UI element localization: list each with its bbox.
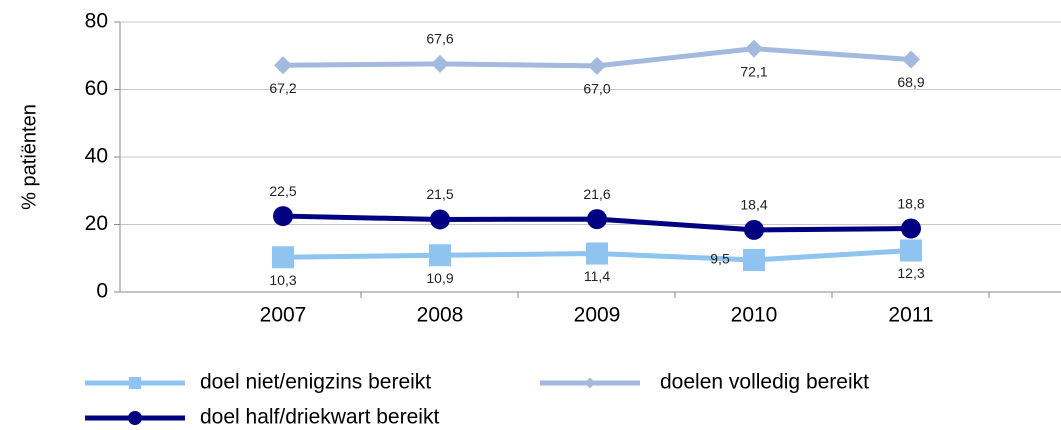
data-label: 10,9 bbox=[426, 270, 453, 286]
legend-marker bbox=[129, 377, 141, 389]
legend-marker bbox=[584, 377, 596, 389]
point bbox=[901, 218, 921, 239]
point bbox=[743, 248, 765, 271]
point bbox=[588, 56, 606, 75]
y-tick-label: 80 bbox=[85, 10, 108, 33]
x-tick-label: 2010 bbox=[731, 304, 778, 327]
legend-marker bbox=[128, 411, 142, 425]
point bbox=[274, 56, 292, 75]
y-tick-label: 20 bbox=[85, 212, 108, 235]
legend-label: doel half/driekwart bereikt bbox=[200, 406, 439, 429]
x-tick-label: 2009 bbox=[574, 304, 621, 327]
point bbox=[429, 244, 451, 267]
x-tick-label: 2007 bbox=[260, 304, 307, 327]
point bbox=[745, 39, 763, 58]
point bbox=[586, 242, 608, 265]
point bbox=[430, 209, 450, 230]
data-label: 67,6 bbox=[426, 31, 453, 47]
x-tick-label: 2008 bbox=[417, 304, 464, 327]
data-label: 67,0 bbox=[583, 81, 610, 97]
data-label: 22,5 bbox=[269, 183, 296, 199]
data-label: 72,1 bbox=[740, 63, 767, 79]
data-label: 68,9 bbox=[897, 74, 924, 90]
point bbox=[273, 206, 293, 227]
y-tick-label: 40 bbox=[85, 145, 108, 168]
data-label: 11,4 bbox=[584, 268, 610, 284]
legend-label: doelen volledig bereikt bbox=[660, 371, 869, 394]
y-tick-label: 0 bbox=[96, 280, 108, 303]
legend-label: doel niet/enigzins bereikt bbox=[200, 371, 431, 394]
data-label: 21,6 bbox=[583, 186, 610, 202]
point bbox=[902, 50, 920, 69]
y-axis-label: % patiënten bbox=[18, 104, 40, 210]
data-label: 9,5 bbox=[710, 251, 730, 267]
x-tick-label: 2011 bbox=[888, 304, 933, 327]
data-label: 12,3 bbox=[897, 265, 924, 281]
point bbox=[744, 219, 764, 240]
data-label: 18,8 bbox=[897, 195, 924, 211]
data-label: 18,4 bbox=[740, 197, 767, 213]
data-label: 21,5 bbox=[426, 186, 453, 202]
point bbox=[587, 209, 607, 230]
y-tick-label: 60 bbox=[85, 77, 108, 100]
data-label: 67,2 bbox=[269, 80, 296, 96]
point bbox=[272, 246, 294, 269]
point bbox=[431, 54, 449, 73]
point bbox=[900, 239, 922, 262]
data-label: 10,3 bbox=[269, 272, 296, 288]
